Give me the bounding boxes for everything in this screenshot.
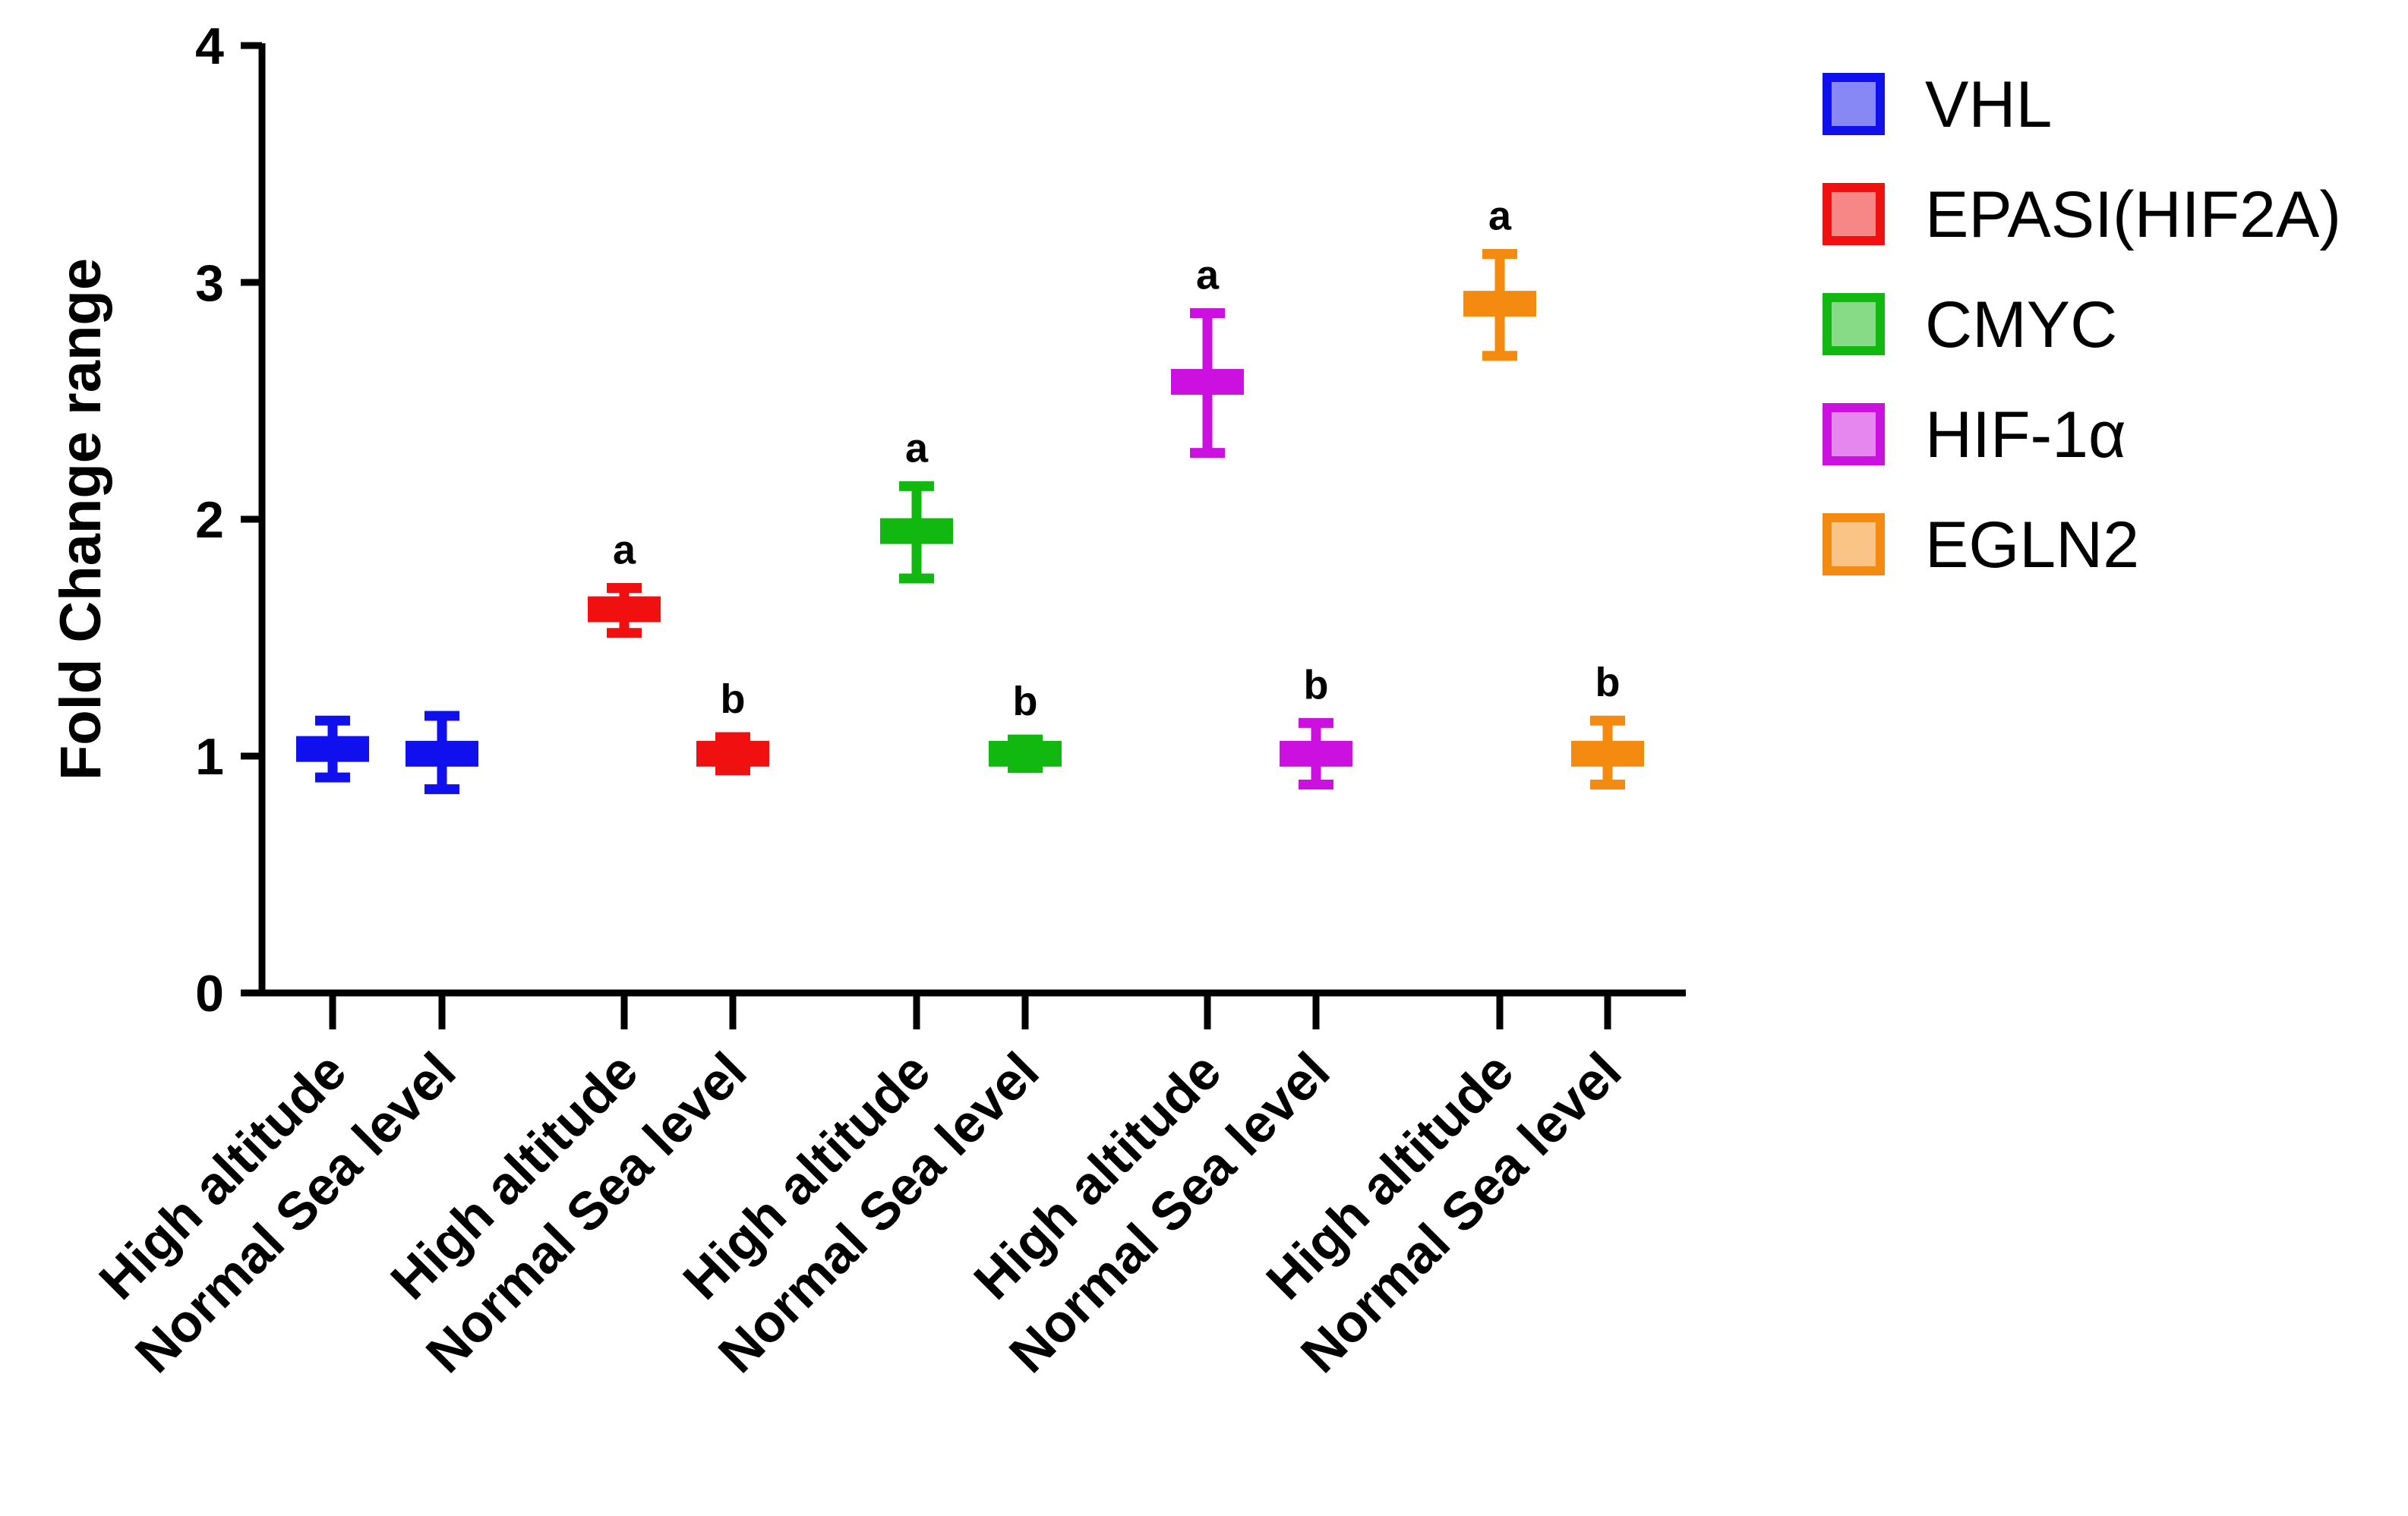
data-point-0-0: [296, 715, 369, 783]
mean-box: [880, 518, 953, 544]
legend-item-4: EGLN2: [1823, 509, 2139, 582]
significance-label: b: [1013, 679, 1038, 724]
legend-item-0: VHL: [1823, 68, 2052, 141]
data-point-2-1: b: [989, 679, 1062, 774]
y-tick-label: 3: [195, 254, 224, 312]
data-point-2-0: a: [880, 425, 953, 584]
significance-label: a: [1488, 194, 1512, 239]
legend-label: VHL: [1925, 68, 2052, 141]
data-point-4-0: a: [1463, 194, 1536, 361]
legend-swatch: [1823, 513, 1885, 575]
mean-box: [406, 740, 478, 767]
mean-box: [296, 736, 369, 762]
y-tick-label: 2: [195, 491, 224, 549]
y-tick-label: 0: [195, 965, 224, 1023]
legend-swatch: [1823, 73, 1885, 135]
legend-label: CMYC: [1925, 288, 2117, 361]
legend-swatch: [1823, 293, 1885, 355]
mean-box: [696, 740, 769, 767]
mean-box: [989, 740, 1062, 767]
legend-label: EGLN2: [1925, 509, 2139, 582]
y-tick-label: 1: [195, 728, 224, 786]
mean-box: [1171, 369, 1244, 396]
mean-box: [1280, 740, 1352, 767]
mean-box: [588, 596, 661, 622]
mean-box: [1571, 740, 1644, 767]
data-point-3-1: b: [1280, 662, 1352, 790]
legend: VHL EPASI(HIF2A) CMYC HIF-1α EGLN2: [1823, 68, 2341, 582]
legend-swatch: [1823, 183, 1885, 245]
significance-label: b: [721, 676, 746, 722]
significance-label: a: [905, 425, 929, 471]
legend-item-2: CMYC: [1823, 288, 2117, 361]
data-point-0-1: [406, 711, 478, 795]
legend-item-1: EPASI(HIF2A): [1823, 178, 2341, 251]
significance-label: b: [1595, 660, 1621, 705]
legend-swatch: [1823, 403, 1885, 465]
y-tick-label: 4: [195, 17, 224, 75]
significance-label: a: [613, 527, 636, 572]
data-point-1-0: a: [588, 527, 661, 638]
legend-label: EPASI(HIF2A): [1925, 178, 2341, 251]
significance-label: a: [1196, 253, 1220, 298]
data-point-1-1: b: [696, 676, 769, 776]
significance-label: b: [1304, 662, 1329, 708]
legend-label: HIF-1α: [1925, 399, 2126, 471]
legend-item-3: HIF-1α: [1823, 399, 2126, 471]
mean-box: [1463, 291, 1536, 317]
y-axis: 0 1 2 3 4 Fold Change range: [49, 17, 266, 1023]
data-point-4-1: b: [1571, 660, 1644, 790]
y-axis-title: Fold Change range: [49, 258, 113, 780]
data-point-3-0: a: [1171, 253, 1244, 459]
data-marks: a b a b a b a b: [296, 194, 1644, 795]
